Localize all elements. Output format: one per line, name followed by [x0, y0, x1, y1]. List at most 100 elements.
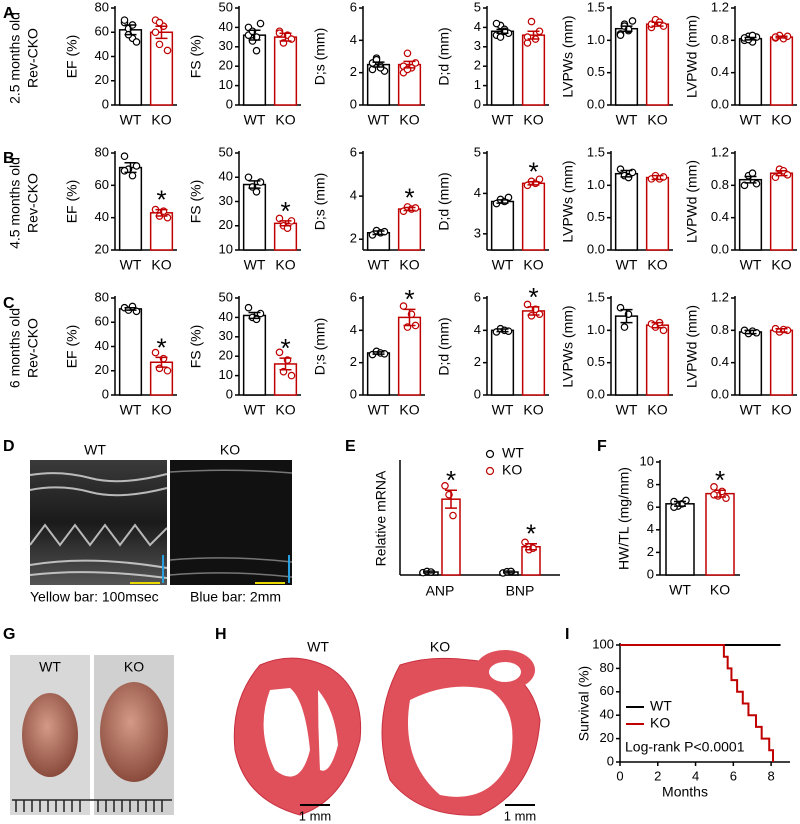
y-tick-label: 0: [350, 386, 357, 401]
y-axis-label: D;d (mm): [436, 172, 452, 230]
error-bar: [403, 206, 416, 212]
y-tick-label: 0.0: [587, 386, 605, 401]
x-tick-label: 0: [616, 768, 623, 783]
data-point: [151, 348, 160, 357]
y-tick-label: 60: [95, 24, 109, 39]
y-axis-label: FS (%): [188, 35, 204, 79]
row-genotype: Rev-CKO: [25, 173, 41, 233]
y-axis-label: FS (%): [188, 325, 204, 369]
y-tick-label: 10: [640, 453, 654, 468]
y-axis-label: FS (%): [188, 180, 204, 224]
y-tick-label: 0: [350, 96, 357, 111]
y-tick-label: 8: [647, 476, 654, 491]
y-tick-label: 40: [95, 48, 109, 63]
y-tick-label: 20: [95, 362, 109, 377]
x-tick-label: KO: [771, 112, 791, 128]
y-tick-label: 1.5: [587, 0, 605, 14]
error-bar: [496, 199, 509, 204]
y-axis-label: HW/TL (mg/mm): [616, 467, 632, 570]
echo-label: KO: [220, 442, 240, 458]
legend-label: KO: [502, 462, 522, 478]
y-tick-label: 40: [600, 707, 614, 722]
x-tick-label: KO: [647, 402, 667, 418]
error-bar: [775, 35, 788, 39]
y-tick-label: 4: [474, 322, 481, 337]
data-point: [628, 17, 637, 25]
y-tick-label: 0: [474, 386, 481, 401]
y-tick-label: 2: [474, 58, 481, 73]
histology-label: WT: [307, 639, 329, 655]
x-tick-label: KO: [151, 112, 171, 128]
y-tick-label: 0.5: [587, 64, 605, 79]
x-tick-label: BNP: [506, 583, 535, 599]
error-bar: [496, 28, 509, 34]
y-tick-label: 4: [474, 185, 481, 200]
error-bar: [124, 161, 137, 174]
x-tick-label: WT: [669, 582, 691, 598]
significance: *: [280, 333, 290, 363]
error-bar: [372, 61, 385, 68]
data-point: [783, 171, 792, 179]
error-bar: [372, 351, 385, 355]
y-tick-label: 1.2: [711, 144, 729, 159]
significance: *: [404, 284, 414, 314]
bar: [397, 208, 422, 251]
error-bar: [527, 30, 540, 40]
y-axis-label: D;s (mm): [312, 173, 328, 231]
data-point: [132, 38, 141, 46]
x-tick-label: KO: [151, 402, 171, 418]
y-tick-label: 1.0: [587, 177, 605, 192]
x-tick-label: KO: [647, 112, 667, 128]
y-tick-label: 4: [647, 521, 654, 536]
y-tick-label: 10: [219, 367, 233, 382]
bar: [645, 176, 670, 251]
data-point: [722, 494, 730, 502]
data-point: [128, 171, 137, 180]
x-tick-label: KO: [275, 402, 295, 418]
y-tick-label: 6: [474, 289, 481, 304]
y-tick-label: 0: [226, 96, 233, 111]
data-point: [275, 214, 284, 223]
scale-label: 1 mm: [299, 808, 332, 823]
y-tick-label: 40: [219, 19, 233, 34]
x-tick-label: KO: [523, 112, 543, 128]
data-point: [120, 152, 129, 161]
data-point: [748, 169, 757, 178]
y-tick-label: 0.8: [711, 32, 729, 47]
data-point: [163, 46, 172, 55]
y-tick-label: 1.5: [587, 289, 605, 304]
data-point: [616, 165, 625, 173]
error-bar: [651, 321, 664, 329]
bar: [441, 498, 461, 576]
bar: [645, 23, 670, 106]
data-point: [155, 40, 164, 49]
y-tick-label: 4: [474, 19, 481, 34]
data-point: [244, 303, 253, 312]
y-tick-label: 0.5: [587, 209, 605, 224]
bar: [242, 314, 267, 396]
data-point: [535, 175, 544, 184]
data-point: [449, 511, 457, 520]
y-tick-label: 1.5: [587, 144, 605, 159]
y-tick-label: 0: [102, 96, 109, 111]
bar: [665, 503, 695, 576]
error-bar: [674, 500, 686, 507]
data-point: [252, 46, 261, 55]
data-point: [670, 503, 678, 512]
data-point: [244, 173, 253, 182]
y-tick-label: 2: [647, 544, 654, 559]
x-tick-label: 8: [767, 768, 774, 783]
y-tick-label: 20: [219, 58, 233, 73]
legend-label: WT: [650, 698, 672, 714]
photo-label: KO: [124, 659, 144, 675]
y-tick-label: 80: [95, 0, 109, 14]
bar: [738, 178, 763, 251]
significance: *: [715, 465, 725, 495]
x-tick-label: 4: [692, 768, 699, 783]
x-tick-label: KO: [399, 257, 419, 273]
data-point: [740, 181, 749, 190]
bar: [645, 324, 670, 396]
x-tick-label: KO: [399, 112, 419, 128]
error-bar: [372, 230, 385, 236]
bar: [738, 331, 763, 396]
